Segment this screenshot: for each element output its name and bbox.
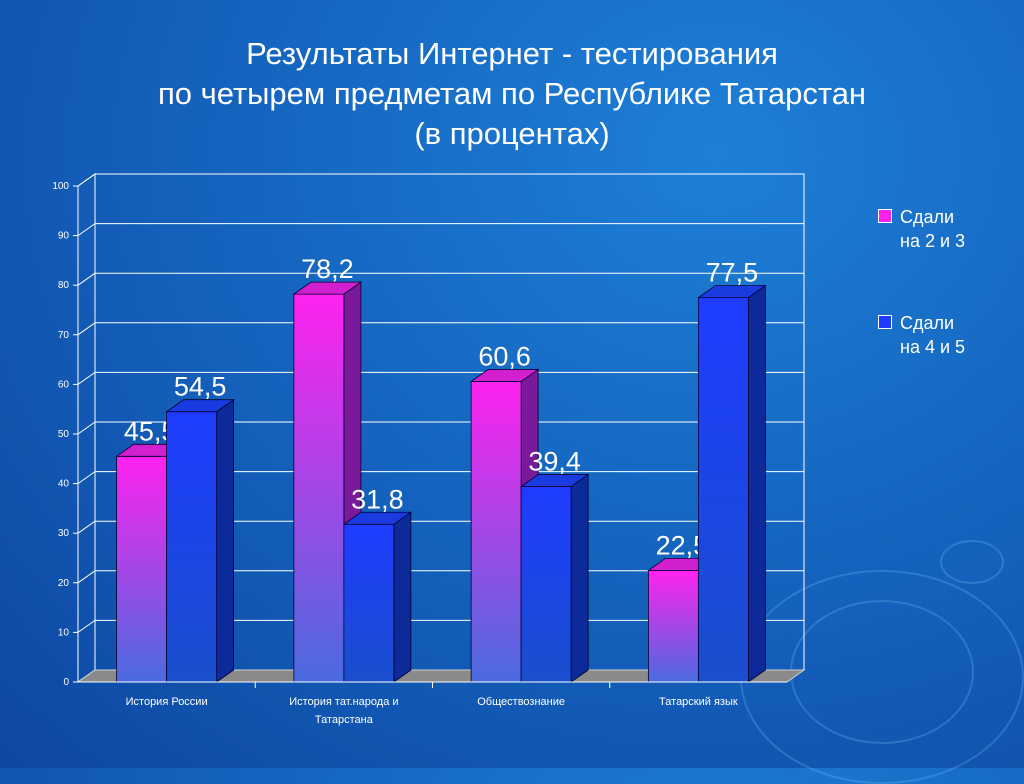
slide-title: Результаты Интернет - тестирования по че… bbox=[0, 34, 1024, 154]
bar-top bbox=[519, 474, 590, 487]
bar-top bbox=[165, 399, 235, 413]
bar bbox=[697, 297, 749, 683]
gridline-side bbox=[77, 471, 96, 485]
bar bbox=[293, 293, 345, 683]
legend-label-series-2-line-2: на 4 и 5 bbox=[900, 337, 966, 357]
y-tick-label: 80 bbox=[58, 280, 70, 291]
gridline-side bbox=[77, 272, 96, 286]
gridline-side bbox=[77, 619, 96, 633]
bar-top bbox=[292, 281, 363, 295]
gridline-side bbox=[77, 371, 96, 385]
data-label: 77,5 bbox=[706, 258, 759, 288]
gridline-side bbox=[77, 570, 96, 584]
x-tick-label: Обществознание bbox=[477, 696, 565, 708]
legend-label-series-1-line-1: Сдали bbox=[900, 207, 955, 227]
data-label: 39,4 bbox=[528, 447, 581, 477]
gridline-side bbox=[77, 173, 96, 187]
data-label: 78,2 bbox=[301, 254, 354, 284]
title-line-2: по четырем предметам по Республике Татар… bbox=[157, 76, 867, 111]
bar bbox=[116, 455, 168, 683]
legend-swatch-pink bbox=[878, 209, 892, 223]
x-tick-label: Татарский язык bbox=[659, 696, 738, 708]
bar-side bbox=[747, 284, 766, 683]
bar-top bbox=[342, 511, 413, 525]
bar bbox=[343, 523, 395, 683]
y-tick-label: 20 bbox=[58, 578, 70, 589]
bar-top bbox=[469, 369, 540, 382]
bar bbox=[166, 411, 218, 683]
title-line-3: (в процентах) bbox=[414, 116, 610, 151]
data-label: 60,6 bbox=[478, 341, 531, 371]
y-tick-label: 90 bbox=[58, 231, 70, 242]
gridline-side bbox=[77, 322, 96, 336]
y-tick-label: 30 bbox=[58, 528, 70, 539]
bar-side bbox=[393, 511, 412, 683]
title-line-1: Результаты Интернет - тестирования bbox=[246, 36, 778, 71]
x-tick-label: История тат.народа и bbox=[289, 696, 398, 708]
x-tick-label: Татарстана bbox=[315, 714, 374, 726]
bar bbox=[647, 570, 699, 683]
legend-label-series-2-line-1: Сдали bbox=[900, 313, 955, 333]
bar-top bbox=[697, 285, 767, 299]
bar-side bbox=[570, 473, 589, 683]
y-tick-label: 0 bbox=[63, 677, 69, 688]
bar bbox=[520, 486, 572, 683]
legend-label-series-1-line-2: на 2 и 3 bbox=[900, 231, 966, 251]
bar bbox=[470, 381, 522, 683]
y-tick-label: 100 bbox=[52, 181, 69, 192]
data-label: 31,8 bbox=[351, 484, 404, 514]
y-tick-label: 60 bbox=[58, 379, 70, 390]
y-tick-label: 10 bbox=[58, 627, 70, 638]
y-tick-label: 40 bbox=[58, 479, 70, 490]
bar-side bbox=[216, 398, 235, 683]
gridline-side bbox=[77, 421, 96, 435]
legend-swatch-blue bbox=[878, 315, 892, 329]
y-tick-label: 50 bbox=[58, 429, 70, 440]
x-tick-label: История России bbox=[126, 696, 208, 708]
ripple-decoration bbox=[940, 540, 1004, 584]
gridline-side bbox=[77, 223, 96, 237]
data-label: 54,5 bbox=[174, 372, 227, 402]
gridline-side bbox=[77, 520, 96, 534]
y-tick-label: 70 bbox=[58, 330, 70, 341]
